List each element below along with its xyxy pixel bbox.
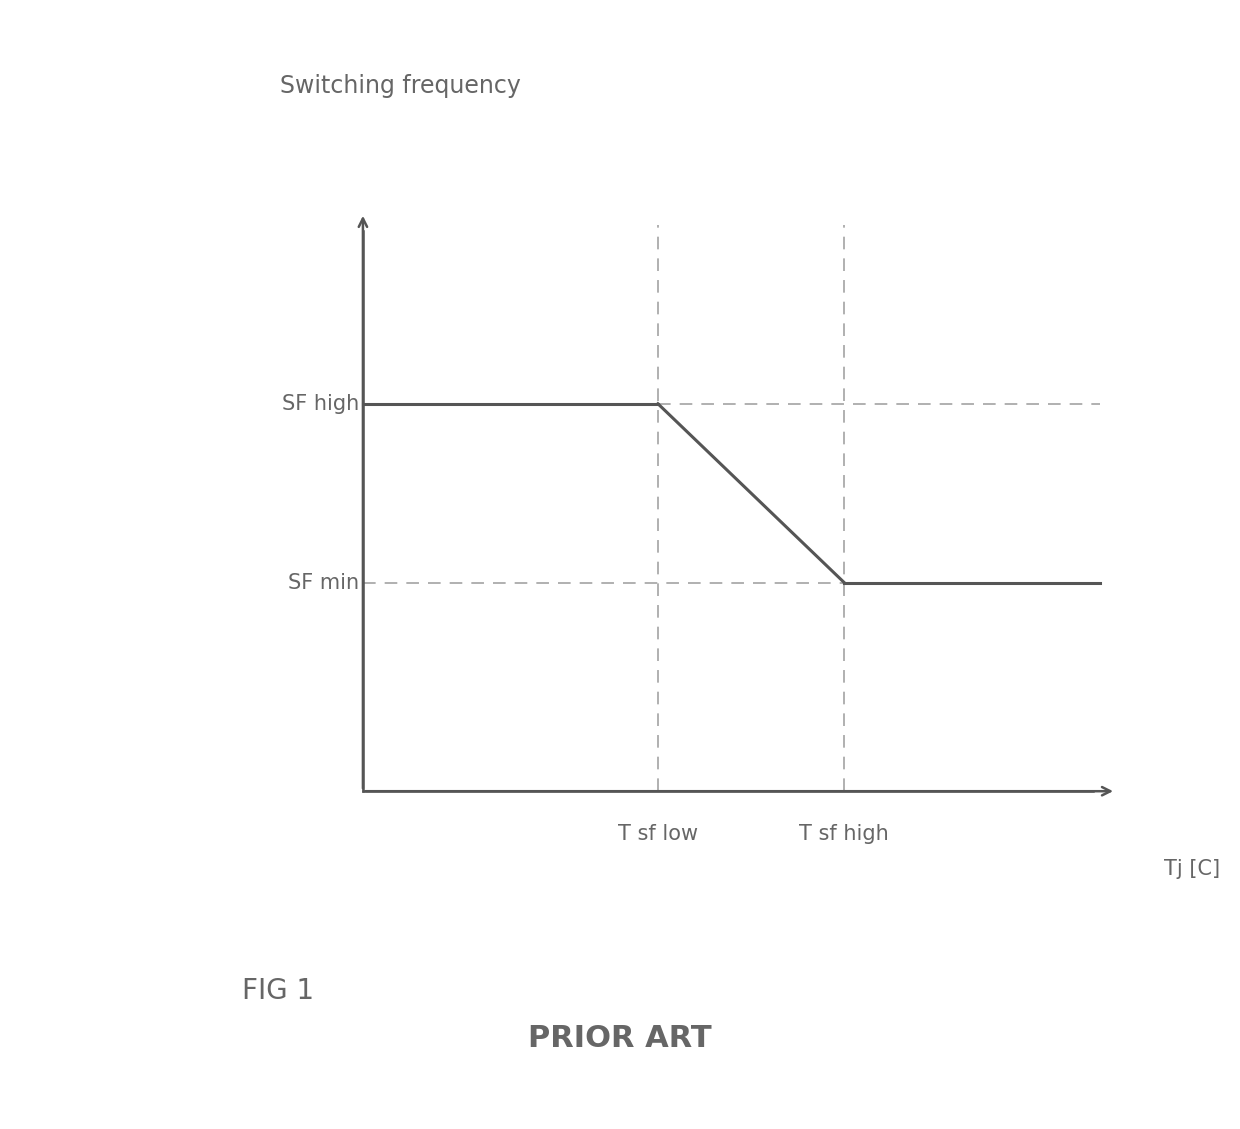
Text: SF min: SF min <box>288 572 360 593</box>
Text: Tj [C]: Tj [C] <box>1163 859 1220 879</box>
Text: SF high: SF high <box>281 394 360 413</box>
Text: T sf high: T sf high <box>800 824 889 844</box>
Text: FIG 1: FIG 1 <box>242 978 315 1006</box>
Text: PRIOR ART: PRIOR ART <box>528 1024 712 1053</box>
Text: T sf low: T sf low <box>618 824 698 844</box>
Text: Switching frequency: Switching frequency <box>280 75 521 98</box>
